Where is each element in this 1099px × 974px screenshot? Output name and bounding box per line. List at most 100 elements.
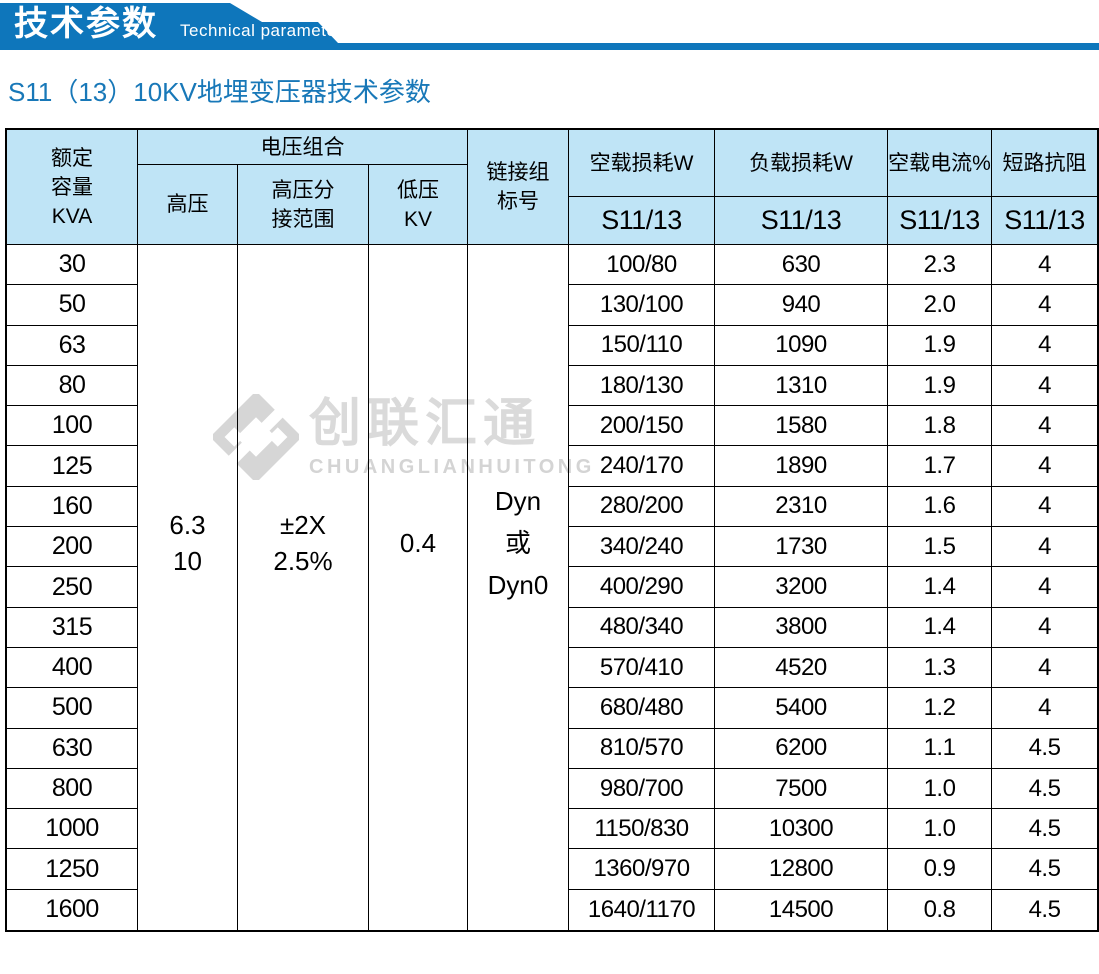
table-cell-impedance: 4.5 [992, 729, 1097, 769]
table-cell-capacity: 160 [7, 486, 138, 528]
table-cell-noload_current: 1.3 [888, 647, 992, 689]
header-model-noload-loss: S11/13 [569, 197, 715, 245]
table-cell-noload_current: 0.8 [888, 889, 992, 931]
table-cell-impedance: 4 [992, 527, 1097, 568]
table-cell-noload_current: 1.6 [888, 486, 992, 528]
parameter-table: 额定 容量 KVA 电压组合 高压 高压分 接范围 低压 KV 链接组 标号 空… [5, 128, 1099, 933]
header-voltage-group: 电压组合 [138, 130, 468, 165]
table-cell-capacity: 250 [7, 567, 138, 608]
table-cell-load_loss: 3200 [715, 567, 888, 608]
table-cell-load_loss: 12800 [715, 849, 888, 890]
table-cell-impedance: 4 [992, 487, 1097, 528]
table-cell-load_loss: 630 [715, 245, 888, 286]
table-cell-noload_current: 1.4 [888, 567, 992, 608]
table-cell-noload_loss: 1360/970 [569, 849, 715, 890]
table-cell-noload_current: 1.2 [888, 688, 992, 729]
header-link-group: 链接组 标号 [468, 130, 569, 245]
table-cell-noload_current: 1.4 [888, 607, 992, 648]
table-cell-capacity: 80 [7, 365, 138, 407]
table-cell-impedance: 4.5 [992, 849, 1097, 890]
table-cell-capacity: 1600 [7, 889, 138, 931]
table-cell-impedance: 4 [992, 688, 1097, 729]
section-banner: 技术参数 Technical parameter [0, 0, 1099, 50]
table-cell-impedance: 4 [992, 608, 1097, 648]
table-cell-noload_loss: 1640/1170 [569, 889, 715, 931]
table-cell-impedance: 4 [992, 446, 1097, 487]
table-cell-capacity: 500 [7, 688, 138, 729]
table-cell-capacity: 100 [7, 406, 138, 447]
table-cell-impedance: 4 [992, 406, 1097, 447]
table-cell-capacity: 63 [7, 325, 138, 366]
cell-link-group-value: Dyn 或 Dyn0 [468, 245, 569, 931]
table-cell-noload_loss: 810/570 [569, 728, 715, 769]
lv-value: 0.4 [399, 527, 437, 558]
table-cell-impedance: 4 [992, 245, 1097, 286]
table-cell-impedance: 4 [992, 326, 1097, 366]
table-cell-load_loss: 14500 [715, 889, 888, 931]
table-cell-noload_loss: 150/110 [569, 325, 715, 366]
cell-lv-value: 0.4 [369, 245, 468, 931]
table-cell-noload_loss: 480/340 [569, 607, 715, 648]
table-cell-load_loss: 2310 [715, 486, 888, 528]
table-cell-load_loss: 1310 [715, 365, 888, 407]
table-cell-impedance: 4.5 [992, 769, 1097, 810]
table-cell-noload_loss: 180/130 [569, 365, 715, 407]
header-impedance: 短路抗阻 [992, 130, 1097, 197]
table-cell-load_loss: 1890 [715, 446, 888, 487]
table-cell-load_loss: 1730 [715, 527, 888, 568]
table-cell-noload_loss: 340/240 [569, 527, 715, 568]
table-cell-capacity: 1000 [7, 809, 138, 850]
table-cell-load_loss: 4520 [715, 647, 888, 689]
link-group-value: Dyn 或 Dyn0 [487, 485, 549, 600]
table-cell-noload_loss: 1150/830 [569, 809, 715, 850]
header-noload-loss: 空载损耗W [569, 130, 715, 197]
table-cell-load_loss: 3800 [715, 607, 888, 648]
table-cell-load_loss: 6200 [715, 728, 888, 769]
table-cell-impedance: 4 [992, 567, 1097, 608]
table-cell-load_loss: 1580 [715, 406, 888, 447]
table-cell-capacity: 50 [7, 285, 138, 326]
header-hv-tap: 高压分 接范围 [238, 165, 369, 245]
table-cell-load_loss: 7500 [715, 768, 888, 810]
table-cell-capacity: 315 [7, 607, 138, 648]
table-cell-noload_loss: 100/80 [569, 245, 715, 286]
table-cell-noload_current: 2.0 [888, 285, 992, 326]
table-cell-load_loss: 940 [715, 285, 888, 326]
table-cell-noload_current: 1.8 [888, 406, 992, 447]
banner-title-en: Technical parameter [180, 21, 343, 40]
table-cell-noload_loss: 400/290 [569, 567, 715, 608]
table-cell-capacity: 1250 [7, 849, 138, 890]
table-cell-noload_current: 1.0 [888, 768, 992, 810]
table-cell-noload_current: 1.5 [888, 527, 992, 568]
table-cell-capacity: 400 [7, 647, 138, 689]
table-cell-noload_loss: 570/410 [569, 647, 715, 689]
header-model-noload-current: S11/13 [888, 197, 992, 245]
table-cell-capacity: 800 [7, 768, 138, 810]
table-cell-noload_current: 1.7 [888, 446, 992, 487]
table-cell-noload_current: 1.9 [888, 325, 992, 366]
header-model-impedance: S11/13 [992, 197, 1097, 245]
table-cell-impedance: 4 [992, 285, 1097, 326]
table-cell-noload_loss: 130/100 [569, 285, 715, 326]
hv-tap-value: ±2X 2.5% [273, 509, 333, 576]
header-rated-capacity: 额定 容量 KVA [7, 130, 138, 245]
table-cell-noload_loss: 280/200 [569, 486, 715, 528]
table-cell-noload_current: 0.9 [888, 849, 992, 890]
table-cell-capacity: 630 [7, 728, 138, 769]
table-cell-capacity: 200 [7, 527, 138, 568]
parameter-table-wrap: 创联汇通 CHUANGLIANHUITONG 额定 容量 KVA 电压组合 高压… [5, 128, 1099, 933]
table-cell-impedance: 4.5 [992, 809, 1097, 850]
cell-hv-value: 6.3 10 [138, 245, 238, 931]
table-cell-noload_current: 2.3 [888, 245, 992, 286]
cell-hv-tap-value: ±2X 2.5% [238, 245, 369, 931]
page-title: S11（13）10KV地埋变压器技术参数 [8, 77, 431, 107]
table-cell-noload_loss: 240/170 [569, 446, 715, 487]
table-cell-capacity: 125 [7, 446, 138, 487]
table-cell-impedance: 4 [992, 366, 1097, 407]
banner-ribbon-shape [0, 3, 1099, 50]
table-cell-load_loss: 5400 [715, 688, 888, 729]
hv-value: 6.3 10 [169, 509, 206, 576]
banner-title-zh: 技术参数 [14, 5, 158, 43]
header-lv: 低压 KV [369, 165, 468, 245]
table-cell-load_loss: 1090 [715, 325, 888, 366]
